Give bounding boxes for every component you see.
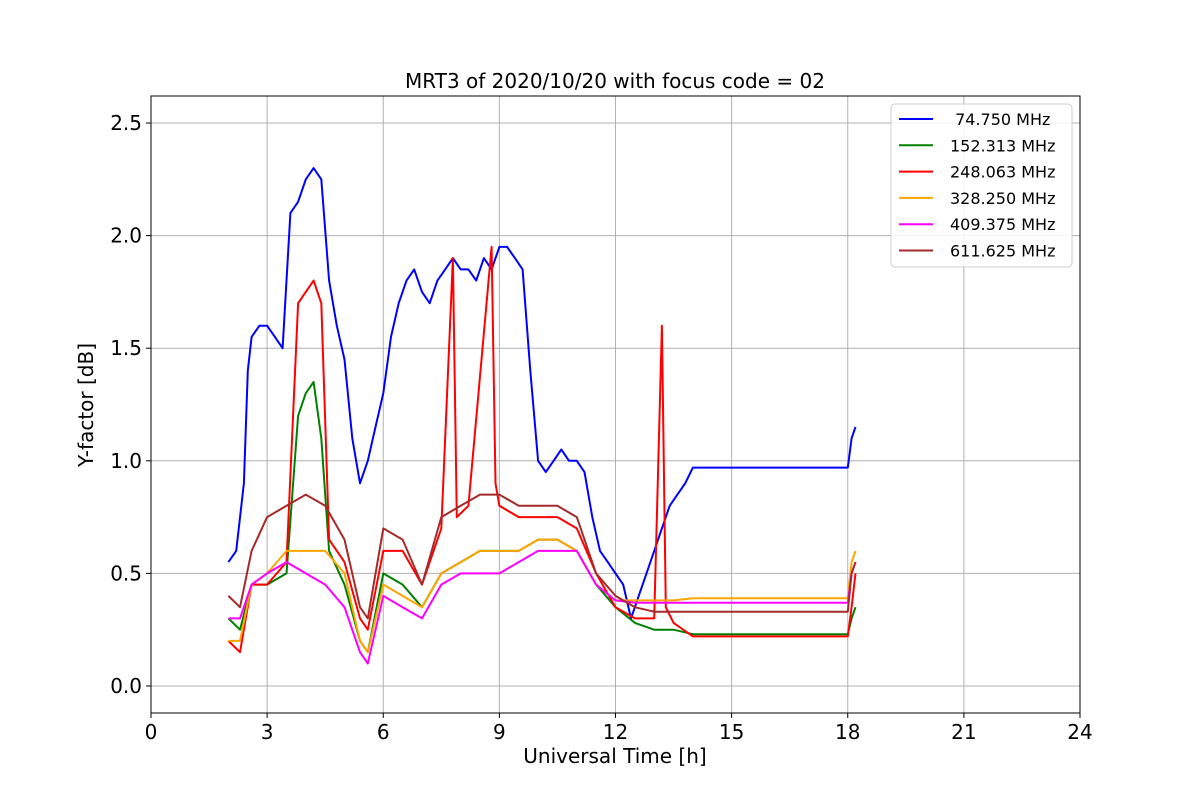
legend-label: 328.250 MHz [950, 189, 1055, 208]
series-line-74-750-mhz [227, 167, 857, 620]
x-tick-label: 15 [719, 720, 744, 744]
legend-label: 611.625 MHz [950, 242, 1055, 261]
y-axis: 0.0 0.5 1.0 1.5 2.0 2.5 [110, 111, 151, 698]
legend: 74.750 MHz 152.313 MHz 248.063 MHz 328.250 … [890, 103, 1073, 268]
chart-title: MRT3 of 2020/10/20 with focus code = 02 [405, 69, 825, 93]
x-tick-label: 12 [603, 720, 628, 744]
x-tick-label: 3 [261, 720, 274, 744]
x-tick-label: 6 [377, 720, 390, 744]
x-axis-label: Universal Time [h] [523, 744, 706, 768]
legend-label: 409.375 MHz [950, 215, 1055, 234]
y-axis-label: Y-factor [dB] [74, 343, 98, 468]
x-tick-label: 0 [145, 720, 158, 744]
y-tick-label: 0.0 [110, 674, 142, 698]
y-tick-label: 2.0 [110, 224, 142, 248]
series-group [227, 167, 857, 665]
series-line-611-625-mhz [227, 493, 857, 620]
series-line-248-063-mhz [227, 245, 857, 654]
x-tick-label: 18 [835, 720, 860, 744]
x-tick-label: 21 [951, 720, 976, 744]
legend-label: 248.063 MHz [950, 163, 1055, 182]
series-line-409-375-mhz [228, 549, 857, 665]
series-line-328-250-mhz [228, 538, 857, 654]
x-tick-label: 9 [493, 720, 506, 744]
y-tick-label: 0.5 [110, 561, 142, 585]
x-axis: 0 3 6 9 12 15 18 21 24 [145, 713, 1093, 744]
legend-box [890, 103, 1073, 268]
x-tick-label: 24 [1067, 720, 1092, 744]
y-tick-label: 2.5 [110, 111, 142, 135]
y-tick-label: 1.5 [110, 336, 142, 360]
y-tick-label: 1.0 [110, 449, 142, 473]
legend-label: 152.313 MHz [950, 136, 1055, 155]
legend-label: 74.750 MHz [950, 110, 1050, 129]
